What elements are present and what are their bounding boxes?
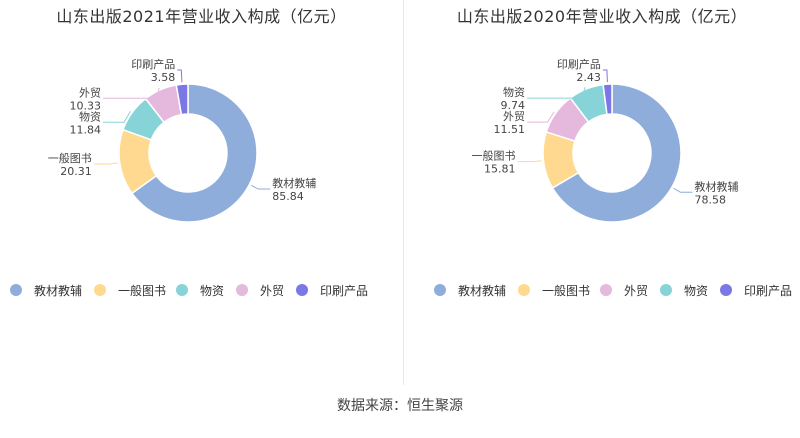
legend-swatch [296, 284, 308, 296]
legend-label: 物资 [684, 283, 709, 298]
label-leader-line [103, 111, 131, 123]
legend-label: 一般图书 [542, 283, 591, 298]
label-leader-line [527, 87, 586, 99]
slice-label-value: 11.51 [494, 123, 526, 136]
legend-label: 印刷产品 [744, 283, 793, 298]
donut-slice-印刷产品 [602, 83, 613, 116]
slice-label-value: 85.84 [272, 190, 304, 203]
slice-label-name: 物资 [79, 109, 101, 123]
legend-swatch [434, 284, 446, 296]
legend-label: 物资 [200, 283, 225, 298]
legend-label: 外贸 [624, 283, 649, 298]
donut-slice-教材教辅 [551, 83, 682, 223]
data-source-note: 数据来源：恒生聚源 [337, 398, 463, 414]
slice-label-value: 3.58 [151, 71, 176, 84]
legend-swatch [10, 284, 22, 296]
label-leader-line [250, 184, 271, 190]
legend-item[interactable]: 外贸 [236, 281, 284, 299]
chart-panel-2021: 山东出版2021年营业收入构成（亿元） 教材教辅 85.84 一般图书 20.31 物资… [0, 0, 403, 385]
chart-title: 山东出版2021年营业收入构成（亿元） [56, 7, 347, 26]
label-leader-line [602, 69, 608, 83]
legend-swatch [660, 284, 672, 296]
slice-label-value: 10.33 [70, 99, 102, 112]
slice-label-name: 印刷产品 [131, 57, 175, 71]
slice-label-name: 外贸 [79, 86, 101, 99]
legend-label: 印刷产品 [320, 283, 369, 298]
legend-item[interactable]: 物资 [660, 281, 708, 299]
slice-label-value: 15.81 [484, 163, 516, 176]
slice-label-name: 一般图书 [48, 152, 92, 165]
legend-item[interactable]: 一般图书 [94, 281, 166, 299]
label-leader-line [177, 69, 183, 83]
chart-title: 山东出版2020年营业收入构成（亿元） [456, 7, 748, 26]
slice-label-name: 教材教辅 [695, 179, 739, 193]
legend-item[interactable]: 教材教辅 [434, 281, 506, 299]
legend-swatch [720, 284, 732, 296]
label-leader-line [93, 162, 118, 165]
slice-label-value: 9.74 [501, 99, 526, 112]
legend-item[interactable]: 一般图书 [518, 281, 590, 299]
label-leader-line [673, 187, 693, 193]
label-leader-line [103, 87, 160, 99]
legend-item[interactable]: 教材教辅 [10, 281, 82, 299]
label-leader-line [517, 160, 542, 163]
legend-label: 教材教辅 [458, 283, 507, 298]
legend-item[interactable]: 印刷产品 [720, 281, 792, 299]
slice-label-name: 物资 [503, 85, 525, 99]
legend-item[interactable]: 印刷产品 [296, 281, 368, 299]
legend-item[interactable]: 物资 [176, 281, 224, 299]
slice-label-name: 教材教辅 [272, 176, 316, 190]
slice-label-value: 20.31 [60, 165, 92, 178]
chart-legend: 教材教辅 一般图书 物资 外贸 印刷产品 [0, 281, 403, 299]
panel-divider [403, 0, 404, 385]
slice-label-value: 11.84 [70, 123, 102, 136]
legend-label: 外贸 [260, 283, 285, 298]
slice-label-name: 印刷产品 [557, 57, 601, 71]
slice-label-name: 一般图书 [471, 150, 515, 163]
legend-swatch [176, 284, 188, 296]
slice-label-value: 78.58 [695, 193, 727, 206]
slice-label-value: 2.43 [576, 71, 601, 84]
chart-legend: 教材教辅 一般图书 外贸 物资 印刷产品 [404, 281, 800, 299]
legend-label: 教材教辅 [34, 283, 83, 298]
legend-swatch [518, 284, 530, 296]
donut-slice-教材教辅 [130, 83, 258, 223]
donut-slice-印刷产品 [175, 83, 189, 116]
slice-label-name: 外贸 [503, 110, 525, 123]
legend-item[interactable]: 外贸 [600, 281, 648, 299]
label-leader-line [527, 111, 555, 123]
legend-swatch [236, 284, 248, 296]
legend-swatch [94, 284, 106, 296]
chart-panel-2020: 山东出版2020年营业收入构成（亿元） 教材教辅 78.58 一般图书 15.81 外贸… [404, 0, 800, 385]
legend-label: 一般图书 [118, 283, 167, 298]
legend-swatch [600, 284, 612, 296]
